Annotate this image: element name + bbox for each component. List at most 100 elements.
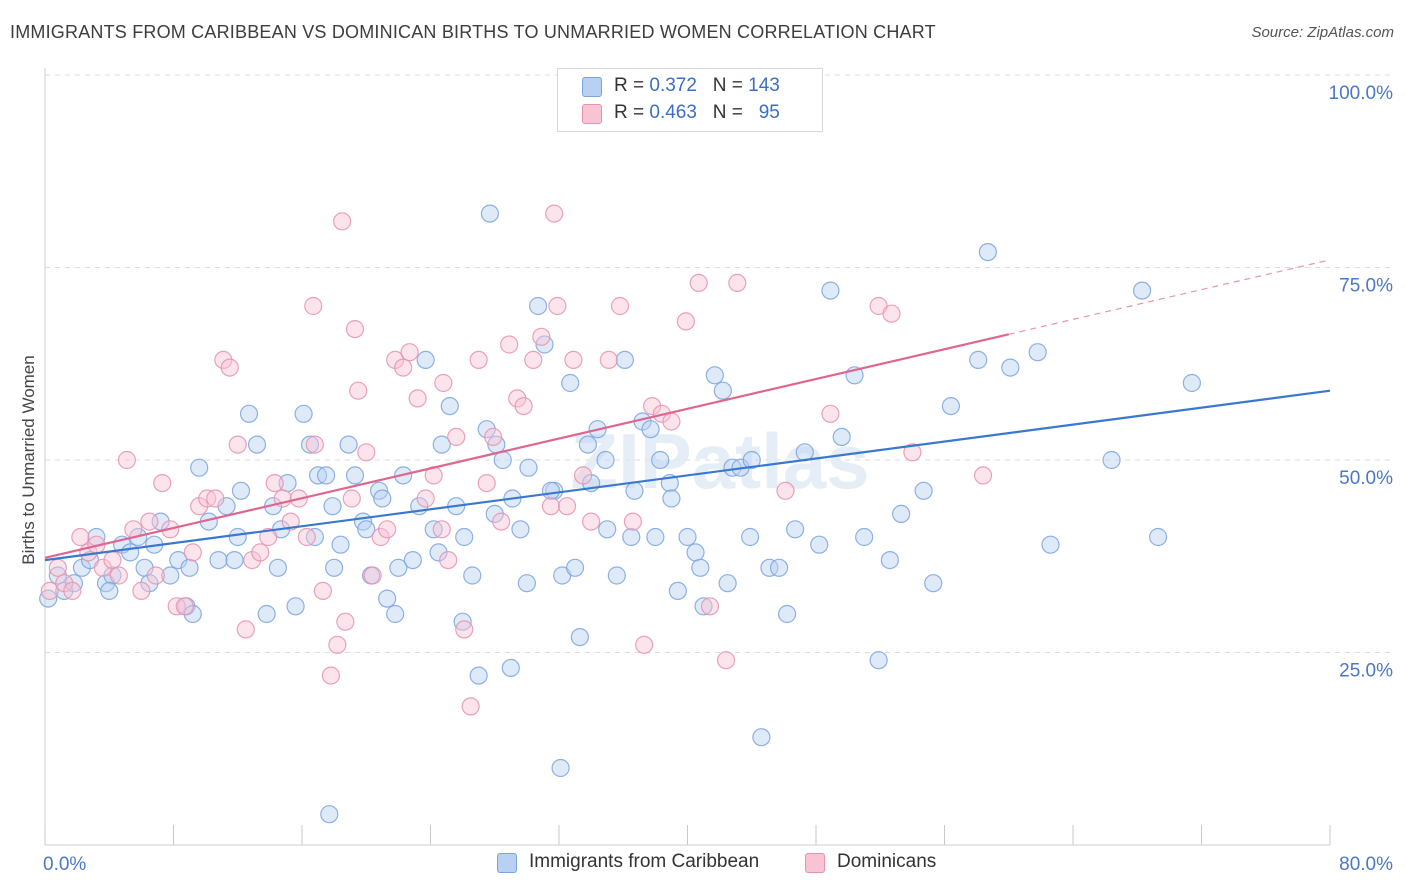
point-caribbean bbox=[180, 558, 199, 577]
point-caribbean bbox=[325, 558, 344, 577]
point-caribbean bbox=[517, 574, 536, 593]
point-caribbean bbox=[769, 558, 789, 577]
trend-line-dominicans bbox=[44, 333, 1009, 559]
legend-swatch-caribbean bbox=[582, 77, 602, 97]
point-caribbean bbox=[480, 204, 500, 223]
point-dominicans bbox=[336, 612, 355, 631]
point-dominicans bbox=[183, 543, 202, 562]
point-dominicans bbox=[776, 481, 795, 500]
point-dominicans bbox=[582, 512, 601, 531]
point-dominicans bbox=[439, 550, 458, 570]
point-dominicans bbox=[400, 343, 419, 362]
point-dominicans bbox=[378, 520, 397, 539]
point-dominicans bbox=[321, 666, 341, 685]
legend-n-value: 143 bbox=[748, 75, 780, 96]
point-dominicans bbox=[297, 527, 316, 547]
point-caribbean bbox=[453, 612, 472, 631]
point-dominicans bbox=[500, 335, 519, 354]
point-caribbean bbox=[455, 527, 474, 547]
point-caribbean bbox=[625, 481, 644, 500]
point-dominicans bbox=[477, 474, 496, 493]
point-dominicans bbox=[313, 581, 332, 601]
point-caribbean bbox=[378, 589, 397, 608]
point-caribbean bbox=[469, 666, 488, 685]
point-caribbean bbox=[718, 574, 737, 593]
point-caribbean bbox=[239, 404, 259, 423]
point-caribbean bbox=[247, 435, 267, 454]
point-dominicans bbox=[643, 397, 662, 416]
point-dominicans bbox=[662, 412, 681, 431]
point-dominicans bbox=[599, 350, 618, 369]
point-caribbean bbox=[286, 597, 305, 616]
point-caribbean bbox=[339, 435, 358, 454]
point-dominicans bbox=[557, 497, 577, 516]
point-caribbean bbox=[1001, 358, 1020, 377]
bottom-legend-swatch-dominicans bbox=[805, 853, 825, 873]
point-dominicans bbox=[220, 358, 239, 377]
point-caribbean bbox=[914, 481, 933, 500]
point-dominicans bbox=[140, 512, 159, 531]
point-caribbean bbox=[1028, 343, 1047, 362]
x-tick-label: 80.0% bbox=[1339, 854, 1393, 875]
point-caribbean bbox=[810, 535, 829, 554]
y-tick-label: 25.0% bbox=[1339, 661, 1393, 682]
legend-n-value: 95 bbox=[758, 102, 780, 123]
point-dominicans bbox=[117, 450, 137, 470]
point-caribbean bbox=[596, 450, 615, 470]
point-dominicans bbox=[447, 427, 466, 446]
point-caribbean bbox=[694, 597, 713, 616]
point-caribbean bbox=[1132, 281, 1152, 300]
point-caribbean bbox=[565, 558, 585, 577]
point-caribbean bbox=[615, 350, 634, 369]
point-dominicans bbox=[109, 566, 128, 585]
point-dominicans bbox=[903, 443, 922, 462]
point-dominicans bbox=[357, 443, 376, 462]
point-dominicans bbox=[93, 558, 112, 577]
point-dominicans bbox=[469, 350, 488, 369]
point-caribbean bbox=[529, 296, 548, 316]
point-dominicans bbox=[175, 597, 194, 616]
point-caribbean bbox=[257, 604, 276, 624]
point-caribbean bbox=[225, 550, 244, 570]
point-caribbean bbox=[741, 527, 760, 547]
point-dominicans bbox=[259, 527, 278, 547]
point-dominicans bbox=[342, 489, 361, 508]
point-dominicans bbox=[635, 635, 654, 654]
point-dominicans bbox=[492, 512, 511, 531]
point-caribbean bbox=[501, 658, 520, 678]
point-caribbean bbox=[161, 566, 180, 585]
legend-n-label: N = bbox=[712, 102, 743, 123]
point-caribbean bbox=[892, 504, 911, 524]
point-dominicans bbox=[610, 296, 630, 316]
point-caribbean bbox=[64, 574, 84, 593]
point-caribbean bbox=[570, 627, 589, 647]
y-axis-label: Births to Unmarried Women bbox=[19, 355, 38, 564]
point-caribbean bbox=[978, 243, 997, 262]
point-caribbean bbox=[300, 435, 320, 454]
y-tick-label: 100.0% bbox=[1329, 83, 1394, 104]
point-caribbean bbox=[209, 550, 228, 570]
legend-r-value: 0.463 bbox=[649, 102, 697, 123]
bottom-legend-swatch-caribbean bbox=[497, 853, 517, 873]
point-dominicans bbox=[461, 697, 480, 716]
point-caribbean bbox=[100, 581, 119, 601]
point-caribbean bbox=[821, 281, 840, 300]
point-caribbean bbox=[662, 489, 681, 508]
point-caribbean bbox=[969, 350, 988, 369]
point-caribbean bbox=[39, 589, 58, 608]
point-dominicans bbox=[48, 558, 67, 577]
point-caribbean bbox=[786, 520, 805, 539]
point-dominicans bbox=[532, 327, 551, 346]
point-dominicans bbox=[545, 204, 564, 223]
point-caribbean bbox=[742, 450, 761, 470]
point-dominicans bbox=[408, 389, 427, 408]
point-dominicans bbox=[146, 566, 165, 585]
point-caribbean bbox=[103, 566, 122, 585]
point-caribbean bbox=[622, 527, 641, 547]
point-caribbean bbox=[519, 458, 538, 477]
point-dominicans bbox=[432, 520, 451, 539]
point-caribbean bbox=[752, 728, 771, 747]
point-caribbean bbox=[561, 373, 580, 393]
x-tick-label: 0.0% bbox=[43, 854, 86, 875]
